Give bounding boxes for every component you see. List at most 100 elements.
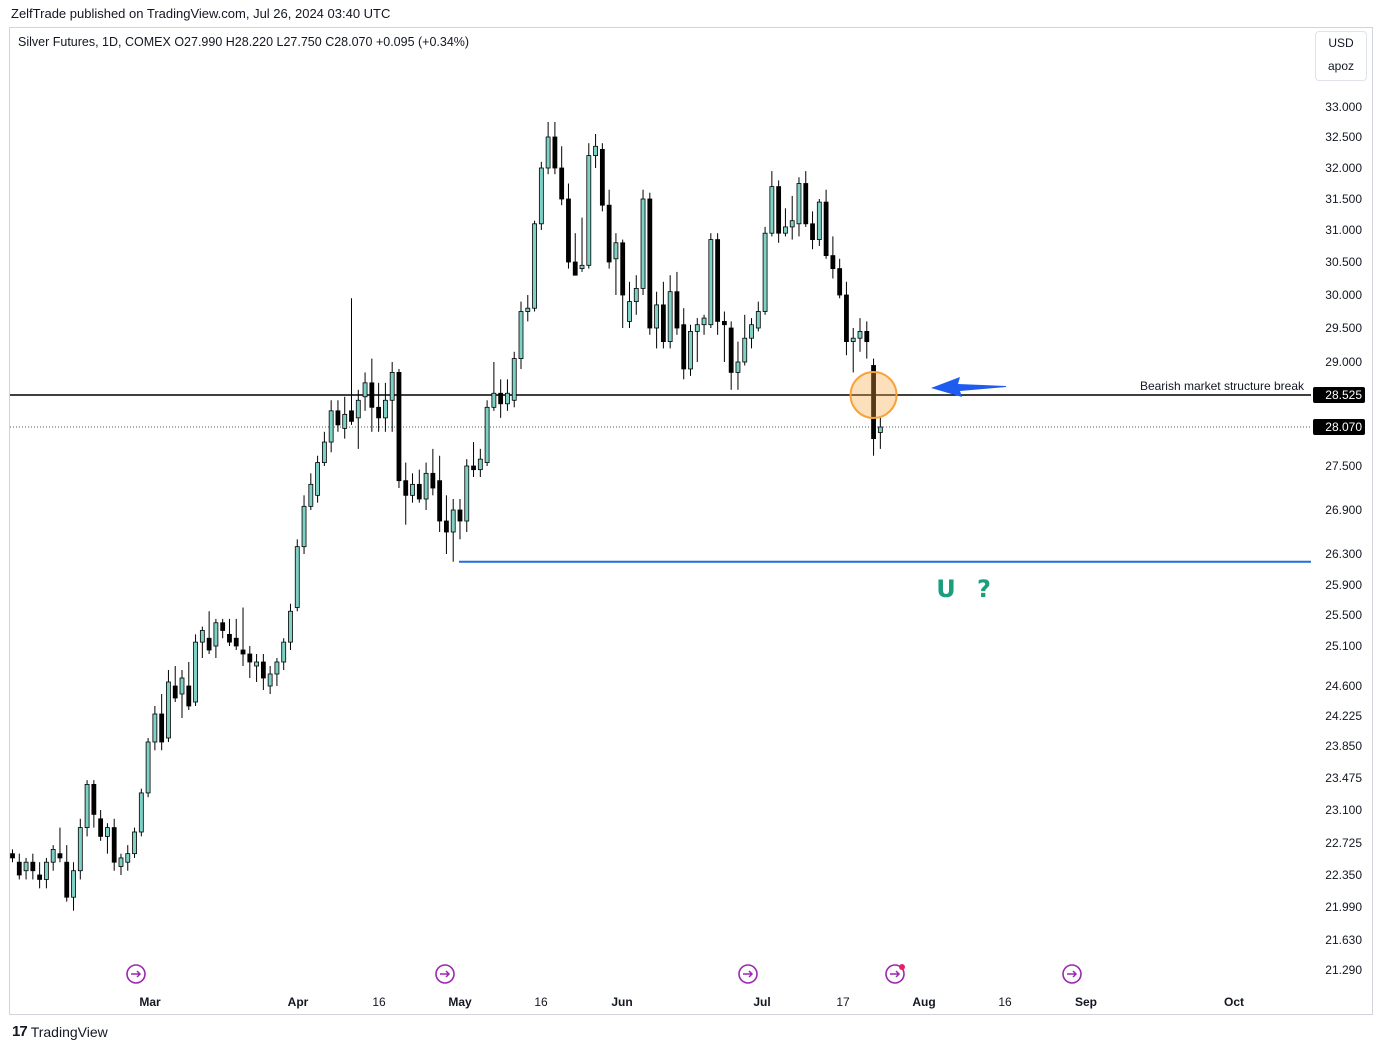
currency-unit-selector[interactable]: USD apoz — [1315, 31, 1367, 81]
x-tick-label: Apr — [288, 995, 309, 1009]
x-tick-label: 16 — [372, 995, 386, 1009]
candle-body — [152, 713, 158, 743]
x-tick-label: Aug — [912, 995, 935, 1009]
y-tick-label: 27.500 — [1325, 459, 1362, 473]
candle-body — [172, 685, 178, 699]
candle-body — [267, 673, 273, 687]
candle-body — [430, 472, 436, 489]
candle-body — [159, 713, 165, 743]
x-tick-label: 17 — [836, 995, 850, 1009]
symbol-name: Silver Futures, 1D, COMEX — [18, 35, 171, 49]
x-tick-label: Oct — [1224, 995, 1244, 1009]
candle-body — [199, 630, 205, 643]
candle-body — [728, 327, 734, 373]
magnet-icon: U — [936, 575, 956, 603]
candle-body — [620, 242, 626, 296]
ohlc-high: H28.220 — [225, 35, 274, 49]
candle-body — [16, 861, 22, 876]
candle-body — [213, 622, 219, 647]
candle-body — [335, 410, 341, 426]
candle-body — [37, 874, 43, 880]
candle-body — [755, 311, 761, 329]
candle-body — [708, 239, 714, 326]
candle-body — [220, 622, 226, 631]
candle-body — [274, 661, 280, 675]
candle-body — [498, 392, 504, 405]
y-tick-label: 24.600 — [1325, 679, 1362, 693]
unit-label: apoz — [1327, 59, 1355, 73]
candle-body — [91, 784, 97, 815]
candle-body — [681, 324, 687, 370]
break-highlight-circle — [849, 371, 898, 419]
candle-body — [864, 330, 870, 342]
candle-body — [633, 287, 639, 302]
candle-body — [837, 268, 843, 296]
candle-body — [816, 201, 822, 241]
currency-label: USD — [1328, 36, 1354, 50]
candle-body — [355, 399, 361, 419]
candle-body — [484, 406, 490, 463]
y-tick-label: 22.350 — [1325, 868, 1362, 882]
y-tick-label: 26.300 — [1325, 547, 1362, 561]
y-tick-label: 25.900 — [1325, 578, 1362, 592]
candle-body — [98, 818, 104, 837]
candle-body — [538, 167, 544, 225]
event-alert-dot-icon — [899, 964, 905, 970]
candle-body — [586, 155, 592, 266]
candle-body — [206, 637, 212, 651]
candle-body — [410, 483, 415, 496]
price-label-box — [1313, 419, 1365, 435]
candle-body — [660, 304, 666, 342]
candle-body — [233, 637, 239, 647]
y-tick-label: 29.000 — [1325, 355, 1362, 369]
candle-body — [240, 649, 246, 655]
candle-body — [145, 741, 151, 794]
candle-body — [749, 324, 754, 339]
candle-body — [471, 465, 476, 471]
price-label-box — [1313, 387, 1365, 403]
candle-body — [193, 641, 198, 703]
candle-body — [281, 641, 287, 663]
y-tick-label: 33.000 — [1325, 100, 1362, 114]
candle-body — [694, 324, 700, 332]
candle-body — [315, 462, 321, 496]
candle-body — [532, 223, 537, 309]
tradingview-logo-icon: 17 — [12, 1023, 28, 1040]
y-tick-label: 23.850 — [1325, 739, 1362, 753]
candle-body — [552, 136, 558, 169]
candle-body — [810, 223, 815, 241]
candle-body — [518, 311, 524, 359]
y-tick-label: 30.500 — [1325, 255, 1362, 269]
candle-body — [877, 426, 883, 433]
event-arrow-icon — [131, 970, 142, 978]
candle-body — [369, 382, 375, 408]
candle-body — [437, 480, 443, 522]
candle-body — [783, 226, 788, 234]
candle-body — [10, 853, 15, 859]
candle-body — [294, 546, 300, 608]
candle-body — [823, 201, 829, 257]
candle-body — [342, 413, 348, 429]
ohlc-open: O27.990 — [174, 35, 223, 49]
candle-body — [871, 365, 876, 440]
candle-body — [396, 372, 402, 482]
candle-body — [722, 320, 727, 326]
candle-body — [247, 653, 253, 663]
ohlc-change: +0.095 (+0.34%) — [375, 35, 470, 49]
candle-body — [111, 827, 117, 863]
y-tick-label: 21.990 — [1325, 900, 1362, 914]
candle-body — [735, 361, 741, 373]
candle-body — [464, 465, 470, 522]
ohlc-close: C28.070 — [325, 35, 373, 49]
chart-frame — [9, 27, 1373, 1015]
candle-body — [138, 792, 144, 833]
question-mark-icon: ? — [977, 575, 991, 603]
candle-body — [349, 410, 354, 422]
candle-body — [830, 255, 836, 270]
y-tick-label: 31.000 — [1325, 223, 1362, 237]
candle-body — [30, 861, 36, 872]
candle-body — [403, 480, 409, 496]
x-tick-label: Jul — [753, 995, 770, 1009]
candle-body — [457, 509, 463, 522]
